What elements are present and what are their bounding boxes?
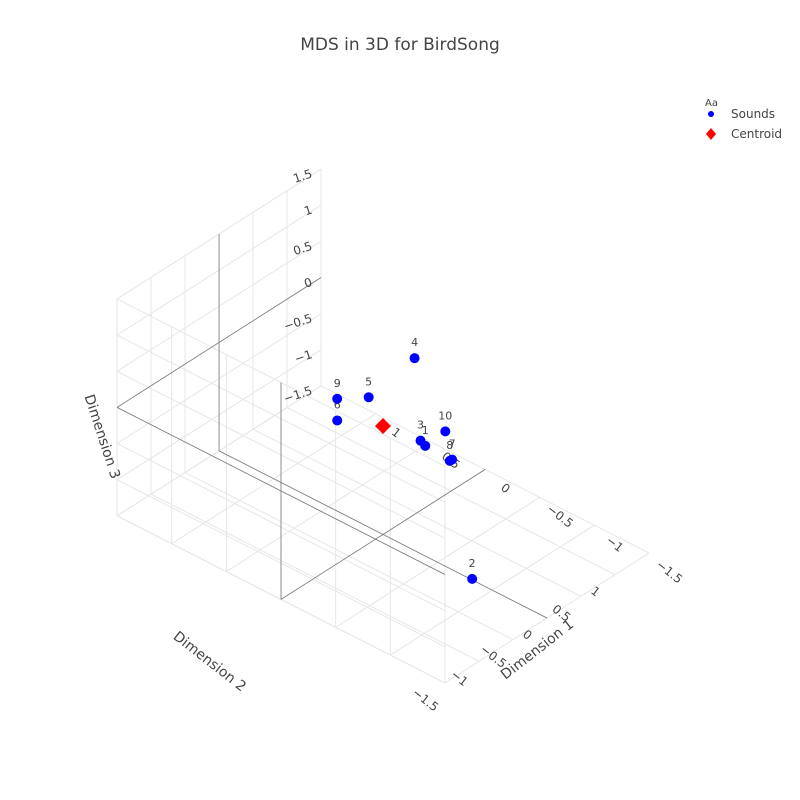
sounds-legend-marker: [708, 111, 714, 117]
y-tick-label: 1: [588, 584, 603, 600]
y-tick-label: 0: [520, 627, 535, 643]
chart-title: MDS in 3D for BirdSong: [300, 35, 500, 55]
point-label-8: 8: [446, 439, 453, 452]
sound-point-5: [363, 392, 374, 403]
legend-item-sounds[interactable]: Sounds: [708, 107, 775, 121]
centroid-marker: [375, 418, 391, 434]
sound-point-8: [444, 455, 455, 466]
z-tick-label: 0.5: [291, 239, 313, 258]
sound-point-2: [467, 573, 478, 584]
data-points: 1 2 3 4 5 6 78 9 10: [332, 336, 478, 584]
z-tick-label: 1: [302, 203, 314, 219]
point-label-3: 3: [417, 419, 424, 432]
sound-point-3: [415, 435, 426, 446]
y-tick-label: −1: [448, 667, 471, 689]
legend: Aa Sounds Centroid: [705, 98, 782, 141]
z-tick-label: 0: [302, 275, 314, 291]
sound-point-4: [409, 353, 420, 364]
axis-layer: [116, 234, 548, 619]
tick-labels: −1.5−1−0.500.51−1.5−1−0.500.51−1.5−1−0.5…: [282, 167, 685, 715]
z-tick-label: −1: [293, 347, 314, 366]
z-tick-label: 1.5: [291, 167, 313, 186]
x-axis-title: Dimension 1: [498, 617, 577, 684]
legend-label-sounds: Sounds: [731, 107, 775, 121]
point-label-6: 6: [334, 398, 341, 411]
point-label-10: 10: [438, 409, 452, 422]
x-tick-label: −1: [603, 533, 626, 555]
legend-title: Aa: [705, 98, 718, 109]
point-label-2: 2: [469, 557, 476, 570]
point-label-4: 4: [411, 336, 418, 349]
point-label-1: 1: [422, 424, 429, 437]
sound-point-10: [440, 426, 451, 437]
x-tick-label: −1.5: [654, 557, 686, 586]
x-tick-label: −0.5: [544, 502, 576, 531]
y-tick-label: −1.5: [410, 685, 442, 714]
centroid-legend-marker: [706, 128, 716, 140]
sound-point-6: [332, 415, 343, 426]
point-label-7: 7: [449, 438, 456, 451]
legend-label-centroid: Centroid: [731, 127, 782, 141]
sound-point-9: [332, 393, 343, 404]
x-tick-label: 0: [498, 480, 513, 496]
legend-item-centroid[interactable]: Centroid: [706, 127, 782, 141]
x-zeroline: [280, 469, 486, 600]
y-axis-title: Dimension 2: [170, 629, 249, 696]
point-label-9: 9: [334, 377, 341, 390]
point-label-5: 5: [365, 375, 372, 388]
